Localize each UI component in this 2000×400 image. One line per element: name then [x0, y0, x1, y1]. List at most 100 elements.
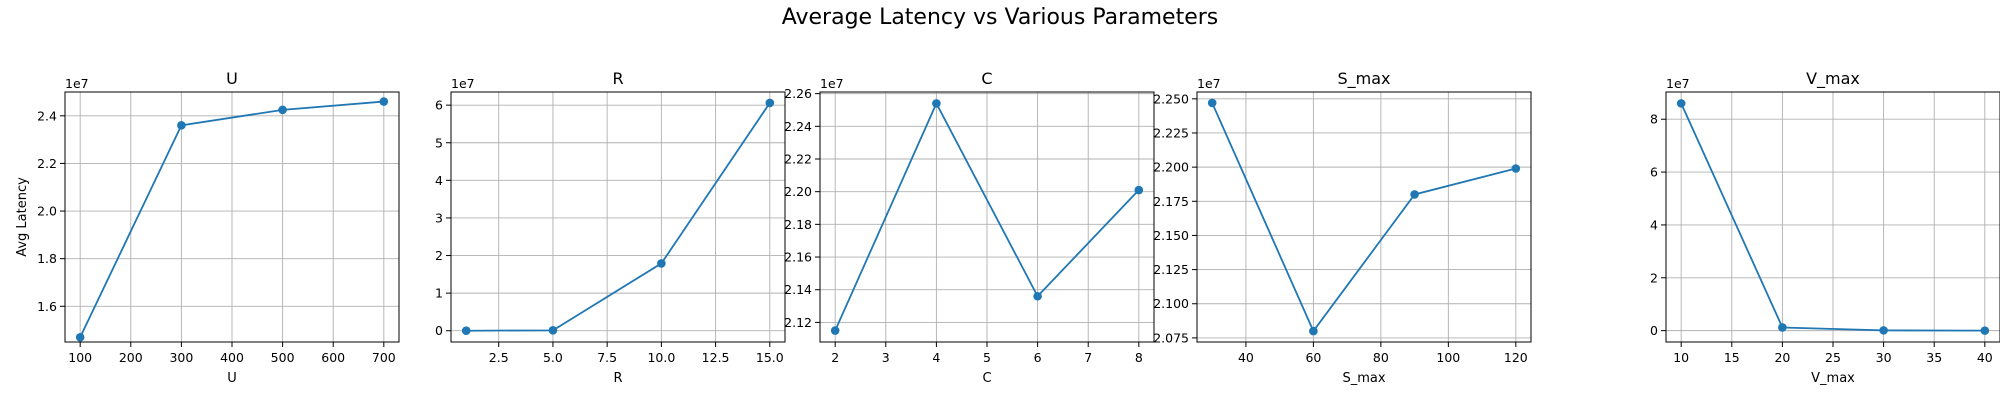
plot-frame: [819, 91, 1155, 343]
data-point: [1676, 99, 1686, 108]
data-point: [765, 98, 775, 108]
y-tick-label: 2.075: [1153, 330, 1189, 345]
x-axis-label: R: [613, 371, 622, 386]
y-tick-label: 2.18: [784, 217, 812, 232]
x-tick-label: 15: [1724, 350, 1740, 365]
series-line: [1680, 102, 1985, 332]
plot-frame: [64, 91, 400, 343]
y-tick-label: 2.12: [784, 315, 812, 330]
x-axis-label: U: [227, 371, 237, 386]
x-tick-label: 12.5: [702, 350, 730, 365]
series-line: [79, 100, 384, 338]
x-tick-label: 25: [1825, 350, 1841, 365]
x-tick-label: 100: [68, 350, 92, 365]
y-tick-label: 2.16: [784, 250, 812, 265]
y-tick-label: 3: [435, 210, 443, 225]
series-line: [466, 102, 771, 332]
plot-frame: [450, 91, 786, 343]
x-axis-label: V_max: [1811, 371, 1855, 386]
y-tick-label: 0: [435, 323, 443, 338]
subplot-2: 2 3 4 5 6 7 8 2.12 2.14 2.16 2.18 2.20 2.22 2.24 2.26 C…: [784, 69, 1155, 386]
y-tick-label: 2.200: [1153, 160, 1189, 175]
x-tick-label: 80: [1373, 350, 1389, 365]
x-tick-label: 10: [1673, 350, 1689, 365]
subplot-title: C: [981, 69, 992, 88]
y-tick-label: 8: [1650, 112, 1658, 127]
subplot-title: R: [612, 69, 623, 88]
subplot-title: U: [226, 69, 238, 88]
y-offset-label: 1e7: [820, 76, 844, 91]
x-tick-label: 5: [983, 350, 991, 365]
x-axis-label: C: [982, 371, 991, 386]
y-tick-label: 2.24: [784, 119, 812, 134]
y-tick-label: 2.22: [784, 151, 812, 166]
y-tick-label: 2.100: [1153, 296, 1189, 311]
y-tick-label: 1.8: [37, 251, 57, 266]
y-tick-label: 1.6: [37, 299, 57, 314]
x-tick-label: 8: [1135, 350, 1143, 365]
x-tick-label: 20: [1774, 350, 1790, 365]
data-point: [830, 326, 840, 335]
y-tick-label: 2.14: [784, 282, 812, 297]
y-tick-label: 2.20: [784, 184, 812, 199]
x-axis-label: S_max: [1342, 371, 1385, 386]
data-point: [177, 121, 186, 130]
subplots: 100 200 300 400 500 600 7001.61.82.02.22.4UU1e…: [15, 69, 2000, 386]
data-point: [1980, 326, 1990, 335]
x-tick-label: 40: [1977, 350, 1993, 365]
y-tick-label: 0: [1650, 323, 1658, 338]
x-tick-label: 5.0: [543, 350, 563, 365]
y-tick-label: 1: [435, 286, 443, 301]
plot-frame: [1196, 91, 1532, 343]
y-tick-label: 4: [435, 173, 443, 188]
x-tick-label: 7.5: [597, 350, 617, 365]
x-tick-label: 15.0: [756, 350, 784, 365]
subplot-title: S_max: [1337, 69, 1390, 89]
x-tick-label: 600: [321, 350, 345, 365]
data-point: [278, 105, 287, 115]
y-tick-label: 2: [1650, 270, 1658, 285]
subplot-0: 100 200 300 400 500 600 700 1.6 1.8 2.0 2.2 2.4 U U 1e…: [15, 69, 400, 386]
x-tick-label: 100: [1436, 350, 1460, 365]
data-point: [1879, 326, 1888, 335]
data-point: [657, 259, 666, 268]
data-point: [75, 332, 85, 342]
x-tick-label: 10.0: [647, 350, 675, 365]
x-tick-label: 300: [169, 350, 193, 365]
subplot-1: 2.5 5.0 7.5 10.0 12.5 15.0 0 1 2 3 4 5 6 R R 1e7: [435, 69, 786, 386]
subplot-4: 10 15 20 25 30 35 40 0 2 4 6 8 V_max V_max 1e7: [1650, 69, 2000, 386]
x-tick-label: 40: [1238, 350, 1254, 365]
data-point: [1778, 323, 1787, 332]
data-point: [1511, 164, 1521, 173]
y-offset-label: 1e7: [65, 76, 89, 91]
x-tick-label: 120: [1504, 350, 1528, 365]
x-tick-label: 700: [372, 350, 396, 365]
series-line: [1211, 102, 1517, 333]
figure-title: Average Latency vs Various Parameters: [782, 5, 1219, 30]
subplot-3: 40 60 80 100 120 2.075 2.100 2.125 2.150 2.175 2.2…: [1153, 69, 1532, 386]
data-point: [379, 97, 389, 106]
y-offset-label: 1e7: [1197, 76, 1221, 91]
x-tick-label: 3: [882, 350, 890, 365]
y-tick-label: 2: [435, 248, 443, 263]
y-tick-label: 2.2: [37, 156, 57, 171]
x-tick-label: 2.5: [489, 350, 509, 365]
y-offset-label: 1e7: [451, 76, 475, 91]
x-tick-label: 60: [1305, 350, 1321, 365]
y-tick-label: 4: [1650, 217, 1658, 232]
x-tick-label: 500: [271, 350, 295, 365]
data-point: [932, 99, 941, 108]
x-tick-label: 4: [932, 350, 940, 365]
y-tick-label: 5: [435, 135, 443, 150]
series-line: [834, 101, 1140, 331]
x-tick-label: 400: [220, 350, 244, 365]
data-point: [1410, 190, 1419, 199]
x-tick-label: 6: [1034, 350, 1042, 365]
y-tick-label: 6: [435, 98, 443, 113]
data-point: [461, 326, 471, 336]
y-tick-label: 2.125: [1153, 262, 1189, 277]
x-tick-label: 2: [831, 350, 839, 365]
data-point: [1033, 291, 1042, 301]
y-tick-label: 2.4: [37, 108, 57, 123]
